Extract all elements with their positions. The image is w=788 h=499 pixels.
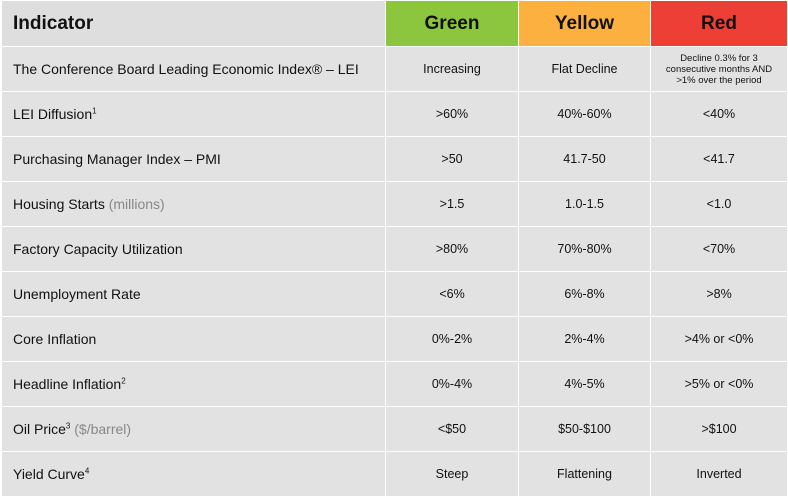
green-threshold: >60% (385, 91, 519, 137)
red-threshold: <1.0 (650, 181, 788, 227)
green-threshold: >80% (385, 226, 519, 272)
footnote-marker: 3 (65, 421, 71, 431)
indicator-label: Unemployment Rate (13, 286, 141, 302)
red-threshold: >$100 (650, 406, 788, 452)
indicator-cell: Yield Curve4 (1, 451, 386, 497)
red-threshold: <40% (650, 91, 788, 137)
red-threshold: <70% (650, 226, 788, 272)
footnote-marker: 1 (92, 106, 97, 116)
indicator-label: Oil Price (13, 421, 66, 437)
yellow-threshold: $50-$100 (518, 406, 651, 452)
green-threshold: Steep (385, 451, 519, 497)
indicator-label: Yield Curve (13, 466, 85, 482)
green-threshold: Increasing (385, 46, 519, 92)
indicator-cell: Oil Price3 ($/barrel) (1, 406, 386, 452)
green-threshold: 0%-2% (385, 316, 519, 362)
indicator-label: The Conference Board Leading Economic In… (13, 61, 359, 77)
indicator-label: Factory Capacity Utilization (13, 241, 183, 257)
red-threshold: >8% (650, 271, 788, 317)
yellow-threshold: 4%-5% (518, 361, 651, 407)
yellow-threshold: 70%-80% (518, 226, 651, 272)
indicator-cell: LEI Diffusion1 (1, 91, 386, 137)
table-row: Unemployment Rate <6% 6%-8% >8% (1, 271, 788, 317)
footnote-marker: 2 (121, 376, 126, 386)
indicator-cell: Unemployment Rate (1, 271, 386, 317)
indicator-cell: The Conference Board Leading Economic In… (1, 46, 386, 92)
indicator-label: LEI Diffusion (13, 106, 93, 122)
indicator-cell: Core Inflation (1, 316, 386, 362)
yellow-threshold: 6%-8% (518, 271, 651, 317)
yellow-threshold: 1.0-1.5 (518, 181, 651, 227)
yellow-threshold: 2%-4% (518, 316, 651, 362)
indicator-cell: Purchasing Manager Index – PMI (1, 136, 386, 182)
table-row: Yield Curve4 Steep Flattening Inverted (1, 451, 788, 497)
indicator-unit: (millions) (108, 196, 165, 212)
indicator-cell: Housing Starts (millions) (1, 181, 386, 227)
red-threshold: Inverted (650, 451, 788, 497)
red-threshold: >5% or <0% (650, 361, 788, 407)
yellow-threshold: Flat Decline (518, 46, 651, 92)
header-row: Indicator Green Yellow Red (1, 0, 788, 47)
indicator-cell: Headline Inflation2 (1, 361, 386, 407)
header-cell: Yellow (518, 0, 651, 47)
indicator-label: Headline Inflation (13, 376, 122, 392)
table-body: The Conference Board Leading Economic In… (1, 46, 788, 497)
header-cell: Red (650, 0, 788, 47)
indicator-label: Housing Starts (13, 196, 105, 212)
footnote-marker: 4 (84, 466, 90, 476)
header-cell: Green (385, 0, 519, 47)
table-row: Purchasing Manager Index – PMI >50 41.7-50… (1, 136, 788, 182)
red-threshold: <41.7 (650, 136, 788, 182)
table-row: The Conference Board Leading Economic In… (1, 46, 788, 92)
table-row: Core Inflation 0%-2% 2%-4% >4% or <0% (1, 316, 788, 362)
indicator-cell: Factory Capacity Utilization (1, 226, 386, 272)
table-row: Housing Starts (millions) >1.5 1.0-1.5 <1.0 (1, 181, 788, 227)
red-threshold: >4% or <0% (650, 316, 788, 362)
yellow-threshold: 41.7-50 (518, 136, 651, 182)
table-row: LEI Diffusion1 >60% 40%-60% <40% (1, 91, 788, 137)
table-row: Oil Price3 ($/barrel) <$50 $50-$100 >$100 (1, 406, 788, 452)
green-threshold: >1.5 (385, 181, 519, 227)
green-threshold: 0%-4% (385, 361, 519, 407)
indicator-unit: ($/barrel) (74, 421, 132, 437)
header-cell: Indicator (1, 0, 386, 47)
table-row: Headline Inflation2 0%-4% 4%-5% >5% or <0% (1, 361, 788, 407)
green-threshold: >50 (385, 136, 519, 182)
green-threshold: <$50 (385, 406, 519, 452)
yellow-threshold: Flattening (518, 451, 651, 497)
yellow-threshold: 40%-60% (518, 91, 651, 137)
indicator-label: Purchasing Manager Index – PMI (13, 151, 221, 167)
table-row: Factory Capacity Utilization >80% 70%-80% <… (1, 226, 788, 272)
indicator-label: Core Inflation (13, 331, 97, 347)
green-threshold: <6% (385, 271, 519, 317)
red-threshold: Decline 0.3% for 3 consecutive months AN… (650, 46, 788, 92)
